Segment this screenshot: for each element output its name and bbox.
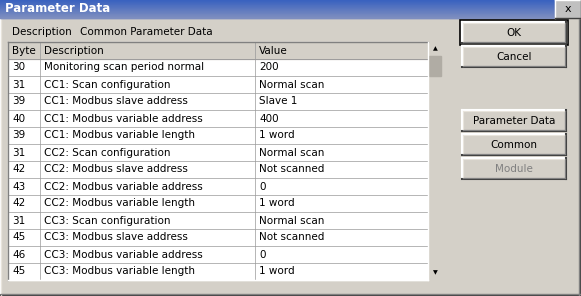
Text: CC2: Modbus variable address: CC2: Modbus variable address — [44, 181, 203, 192]
Text: 31: 31 — [12, 215, 25, 226]
Bar — [429, 56, 441, 76]
Bar — [8, 42, 428, 59]
Text: CC2: Modbus slave address: CC2: Modbus slave address — [44, 165, 188, 175]
Bar — [462, 134, 566, 155]
Text: Module: Module — [495, 163, 533, 173]
Text: Common: Common — [490, 139, 537, 149]
Text: Value: Value — [259, 46, 288, 56]
Text: Common Parameter Data: Common Parameter Data — [80, 27, 213, 37]
Bar — [0, 15, 555, 16]
Text: Cancel: Cancel — [496, 52, 532, 62]
Text: 1 word: 1 word — [259, 199, 295, 208]
Text: 45: 45 — [12, 266, 25, 276]
Text: 31: 31 — [12, 147, 25, 157]
Text: Not scanned: Not scanned — [259, 165, 324, 175]
Bar — [428, 266, 442, 280]
Bar — [0, 7, 555, 8]
Text: 39: 39 — [12, 131, 25, 141]
Bar — [0, 14, 555, 15]
Bar — [462, 46, 566, 67]
Text: x: x — [565, 4, 571, 14]
Text: Not scanned: Not scanned — [259, 232, 324, 242]
Bar — [0, 2, 555, 3]
Bar — [462, 158, 566, 179]
Text: CC3: Scan configuration: CC3: Scan configuration — [44, 215, 170, 226]
Text: 0: 0 — [259, 181, 266, 192]
Text: Byte: Byte — [12, 46, 36, 56]
Text: ▲: ▲ — [433, 46, 437, 52]
Text: CC3: Modbus variable length: CC3: Modbus variable length — [44, 266, 195, 276]
Bar — [8, 42, 428, 280]
Text: CC3: Modbus variable address: CC3: Modbus variable address — [44, 250, 203, 260]
Text: 200: 200 — [259, 62, 279, 73]
Bar — [0, 9, 555, 10]
Text: OK: OK — [507, 28, 522, 38]
Text: Normal scan: Normal scan — [259, 215, 324, 226]
Bar — [428, 42, 442, 280]
Bar — [0, 11, 555, 12]
Text: CC1: Scan configuration: CC1: Scan configuration — [44, 80, 170, 89]
Bar — [462, 110, 566, 131]
Text: 0: 0 — [259, 250, 266, 260]
Text: CC2: Scan configuration: CC2: Scan configuration — [44, 147, 170, 157]
Bar — [0, 12, 555, 13]
Text: 46: 46 — [12, 250, 25, 260]
Text: Normal scan: Normal scan — [259, 147, 324, 157]
Bar — [0, 1, 555, 2]
Bar — [462, 22, 566, 43]
Bar — [0, 3, 555, 4]
Text: 43: 43 — [12, 181, 25, 192]
Bar — [555, 0, 581, 18]
Text: Parameter Data: Parameter Data — [5, 2, 110, 15]
Text: Monitoring scan period normal: Monitoring scan period normal — [44, 62, 204, 73]
Text: Description: Description — [44, 46, 104, 56]
Bar — [0, 4, 555, 5]
Text: Parameter Data: Parameter Data — [473, 115, 555, 126]
Bar — [0, 17, 555, 18]
Bar — [460, 20, 568, 45]
Text: 31: 31 — [12, 80, 25, 89]
Bar — [428, 42, 442, 56]
Bar — [0, 8, 555, 9]
Text: 1 word: 1 word — [259, 131, 295, 141]
Text: 42: 42 — [12, 199, 25, 208]
Text: 42: 42 — [12, 165, 25, 175]
Text: 1 word: 1 word — [259, 266, 295, 276]
Text: CC3: Modbus slave address: CC3: Modbus slave address — [44, 232, 188, 242]
Text: 400: 400 — [259, 113, 279, 123]
Bar — [0, 5, 555, 6]
Bar — [0, 6, 555, 7]
Text: CC1: Modbus slave address: CC1: Modbus slave address — [44, 96, 188, 107]
Text: Normal scan: Normal scan — [259, 80, 324, 89]
Text: CC1: Modbus variable length: CC1: Modbus variable length — [44, 131, 195, 141]
Text: 39: 39 — [12, 96, 25, 107]
Bar — [0, 16, 555, 17]
Text: Slave 1: Slave 1 — [259, 96, 297, 107]
Text: 30: 30 — [12, 62, 25, 73]
Bar — [0, 0, 555, 1]
Text: 45: 45 — [12, 232, 25, 242]
Text: ▼: ▼ — [433, 271, 437, 276]
Text: Description: Description — [12, 27, 71, 37]
Bar — [0, 10, 555, 11]
Text: CC2: Modbus variable length: CC2: Modbus variable length — [44, 199, 195, 208]
Text: CC1: Modbus variable address: CC1: Modbus variable address — [44, 113, 203, 123]
Bar — [0, 13, 555, 14]
Text: 40: 40 — [12, 113, 25, 123]
